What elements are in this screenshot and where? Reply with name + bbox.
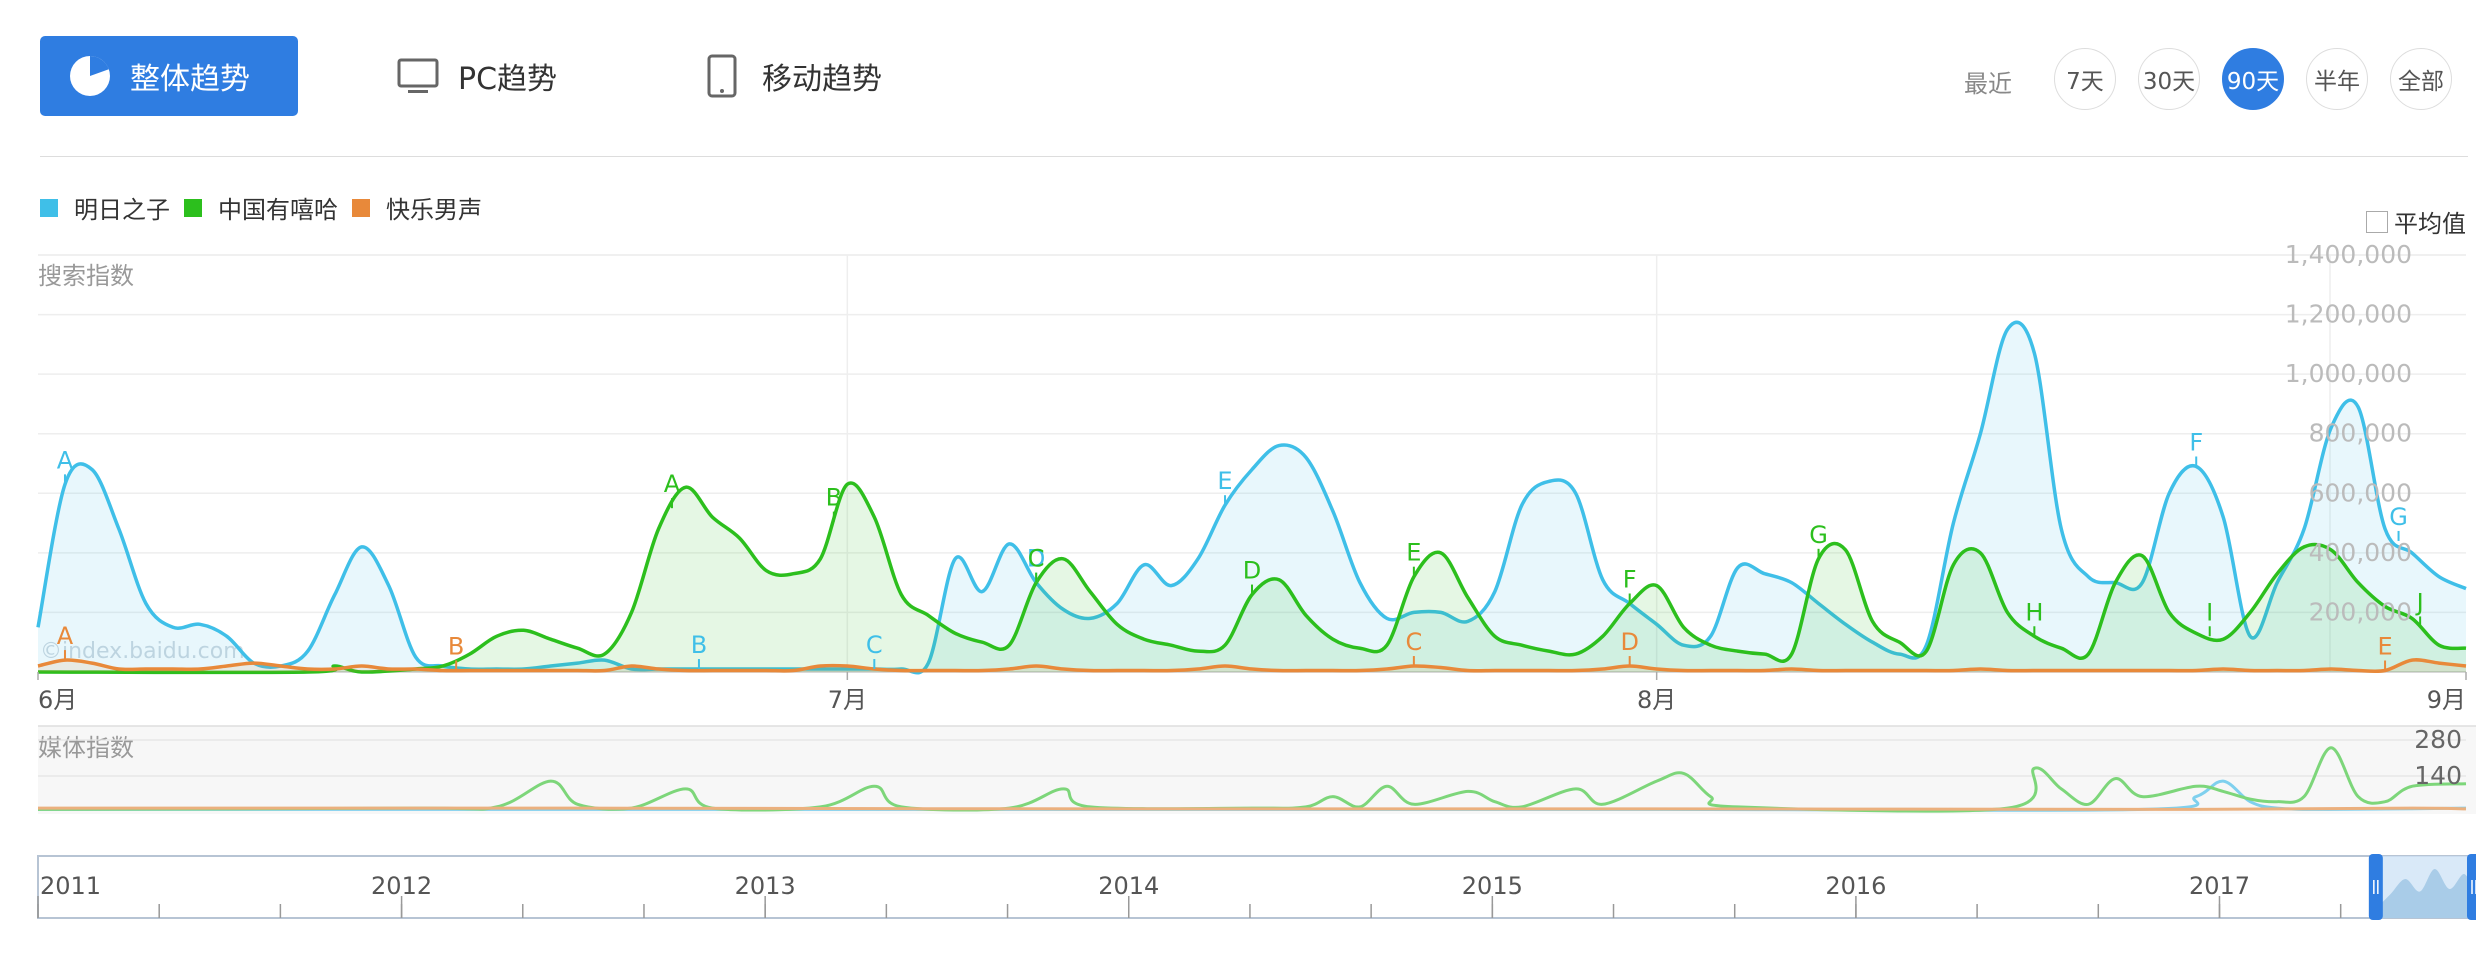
annotation-marker[interactable]: A	[664, 470, 681, 498]
navigator-selection[interactable]	[2368, 854, 2476, 920]
legend-item[interactable]: 中国有嘻哈	[184, 190, 338, 225]
annotation-marker[interactable]: F	[1623, 565, 1637, 593]
series-kuailenansheng-area	[38, 659, 2466, 672]
annotation-marker[interactable]: B	[691, 631, 707, 659]
y-tick-label: 600,000	[2309, 478, 2412, 507]
legend-swatch	[352, 198, 370, 217]
annotation-marker[interactable]: A	[57, 446, 74, 474]
navigator-year-label: 2015	[1462, 872, 1523, 900]
legend-swatch	[184, 198, 202, 217]
average-toggle[interactable]: 平均值	[2366, 204, 2466, 239]
media-panel-background	[38, 726, 2476, 814]
navigator-year-label: 2012	[371, 872, 432, 900]
annotation-marker[interactable]: D	[1027, 545, 1045, 573]
series-kuailenansheng-line	[37, 658, 2467, 674]
series-zhongguoyouxiha-line	[37, 481, 2467, 675]
series-zhongguoyouxiha-area	[38, 482, 2466, 673]
average-checkbox[interactable]	[2366, 210, 2388, 233]
legend-label: 中国有嘻哈	[218, 196, 338, 224]
navigator-year-label: 2016	[1825, 872, 1886, 900]
annotation-marker[interactable]: E	[1406, 539, 1421, 567]
tab-mobile-trend[interactable]: 移动趋势	[700, 36, 882, 116]
navigator-year-label: 2011	[40, 872, 101, 900]
range-all-button[interactable]: 全部	[2390, 48, 2452, 110]
y-tick-label: 800,000	[2309, 419, 2412, 448]
x-tick-label: 7月	[828, 686, 867, 714]
monitor-icon	[397, 58, 439, 93]
range-half-year-button[interactable]: 半年	[2306, 48, 2368, 110]
y-tick-label: 200,000	[2309, 597, 2412, 626]
annotation-marker[interactable]: C	[1028, 545, 1045, 573]
annotation-marker[interactable]: G	[2389, 503, 2408, 531]
navigator-left-handle[interactable]	[2368, 854, 2383, 920]
annotation-marker[interactable]: D	[1243, 557, 1261, 585]
legend: 明日之子 中国有嘻哈 快乐男声	[40, 190, 496, 225]
annotation-marker[interactable]: H	[2025, 598, 2043, 626]
range-label: 最近	[1964, 70, 2012, 98]
y-tick-label: 400,000	[2309, 538, 2412, 567]
media-series-zhongguoyouxiha-line	[37, 746, 2467, 813]
annotation-marker[interactable]: F	[2189, 428, 2203, 456]
tab-overall-label: 整体趋势	[130, 62, 250, 97]
annotation-marker[interactable]: C	[866, 631, 883, 659]
annotation-marker[interactable]: E	[1217, 467, 1232, 495]
annotation-marker[interactable]: B	[826, 484, 842, 512]
x-tick-label: 9月	[2427, 686, 2466, 714]
search-index-title: 搜索指数	[38, 262, 134, 290]
search-grid	[38, 254, 2466, 673]
navigator-year-label: 2017	[2189, 872, 2250, 900]
navigator-axis: 2011 2012 2013 2014 2015 2016 2017	[37, 872, 2463, 918]
top-divider	[40, 156, 2468, 157]
annotation-marker[interactable]: C	[1405, 628, 1422, 656]
search-series-layer	[36, 320, 2467, 675]
pie-chart-icon	[70, 56, 110, 96]
legend-label: 明日之子	[74, 196, 170, 224]
tab-overall-trend[interactable]: 整体趋势	[40, 36, 298, 116]
legend-item[interactable]: 快乐男声	[352, 190, 482, 225]
range-7d-button[interactable]: 7天	[2054, 48, 2116, 110]
annotation-marker[interactable]: D	[1620, 628, 1638, 656]
y-tick-label: 1,400,000	[2285, 240, 2412, 269]
media-index-title: 媒体指数	[38, 734, 134, 762]
annotation-marker[interactable]: I	[2206, 598, 2213, 626]
range-30d-button[interactable]: 30天	[2138, 48, 2200, 110]
tab-mobile-label: 移动趋势	[762, 62, 882, 97]
annotation-marker[interactable]: B	[448, 633, 464, 661]
annotation-marker[interactable]: E	[2377, 633, 2392, 661]
navigator-mini-series	[2375, 868, 2474, 918]
x-tick-label: 6月	[38, 686, 77, 714]
y-tick-label: 1,200,000	[2285, 300, 2412, 329]
range-90d-button[interactable]: 90天	[2222, 48, 2284, 110]
series-mingrizhizi-area	[38, 322, 2466, 673]
legend-label: 快乐男声	[386, 196, 482, 224]
y-tick-label: 1,000,000	[2285, 359, 2412, 388]
search-x-axis: 6月 7月 8月 9月	[37, 672, 2467, 714]
navigator-year-label: 2014	[1098, 872, 1159, 900]
annotation-marker[interactable]: G	[1809, 521, 1828, 549]
media-series-layer	[37, 746, 2467, 813]
media-series-kuailenansheng-line	[37, 806, 2467, 811]
average-label: 平均值	[2394, 210, 2466, 238]
legend-swatch	[40, 198, 58, 217]
search-y-axis: 200,000 400,000 600,000 800,000 1,000,000 1,2…	[2285, 240, 2412, 626]
mobile-phone-icon	[707, 54, 737, 98]
x-tick-label: 8月	[1637, 686, 1676, 714]
annotation-marker[interactable]: A	[57, 622, 74, 650]
annotation-marker[interactable]: J	[2415, 588, 2424, 616]
tab-pc-trend[interactable]: PC趋势	[396, 36, 557, 116]
time-navigator[interactable]	[37, 855, 2475, 919]
tab-pc-label: PC趋势	[458, 62, 558, 97]
legend-item[interactable]: 明日之子	[40, 190, 170, 225]
media-y-tick-label: 280	[2414, 725, 2462, 754]
navigator-year-label: 2013	[735, 872, 796, 900]
media-grid	[38, 739, 2466, 777]
media-y-tick-label: 140	[2414, 761, 2462, 790]
